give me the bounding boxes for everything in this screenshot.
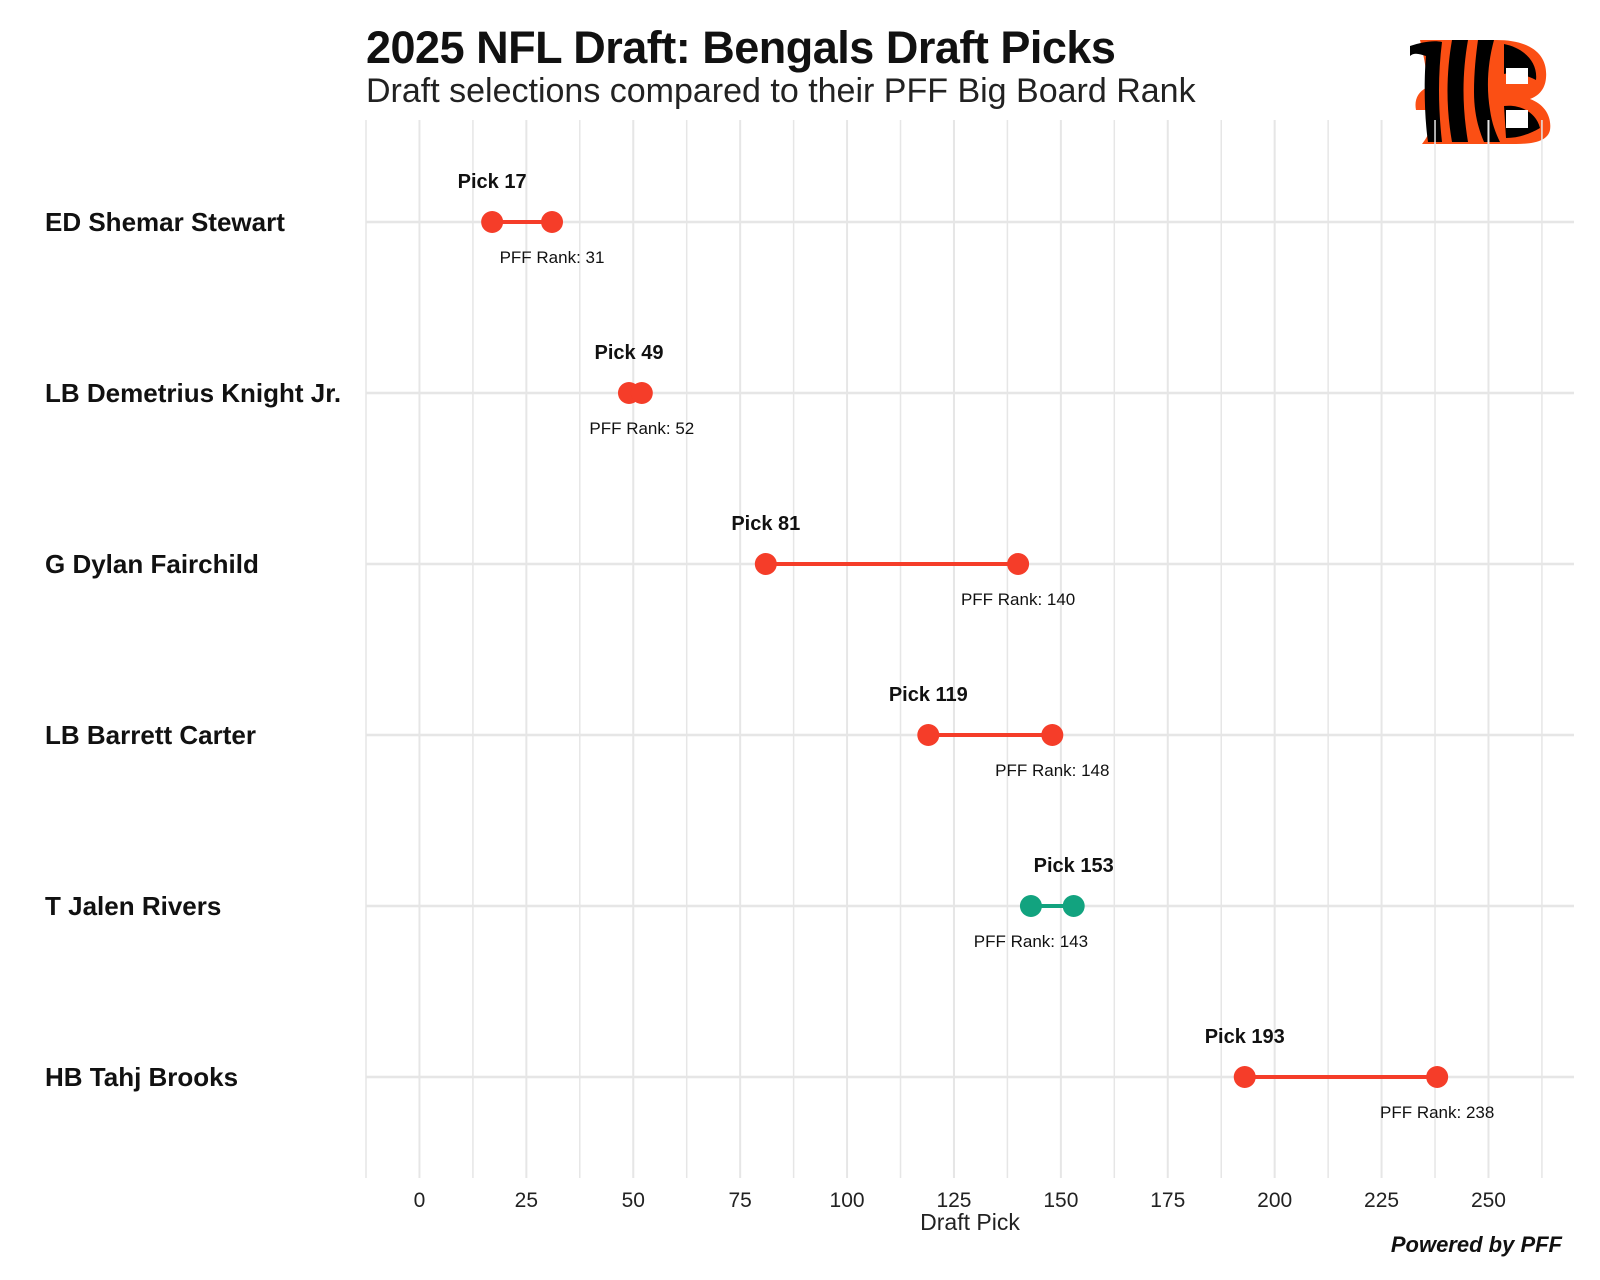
pick-label: Pick 119 [889, 684, 968, 706]
pff-rank-label: PFF Rank: 140 [961, 590, 1075, 609]
pff-rank-point [1019, 895, 1042, 917]
pick-label: Pick 17 [458, 171, 527, 193]
pff-rank-label: PFF Rank: 238 [1380, 1103, 1494, 1122]
player-name-label: G Dylan Fairchild [45, 549, 259, 579]
x-tick-label: 150 [1043, 1189, 1078, 1212]
pick-label: Pick 49 [595, 342, 664, 364]
draft-pick-point [481, 211, 504, 233]
data-labels: ED Shemar Stewart Pick 17 PFF Rank: 31 LB D… [45, 171, 1494, 1122]
x-tick-label: 25 [515, 1189, 538, 1212]
pff-rank-label: PFF Rank: 52 [589, 419, 694, 438]
pff-rank-point [1041, 724, 1064, 746]
player-name-label: LB Demetrius Knight Jr. [45, 378, 341, 408]
player-name-label: T Jalen Rivers [45, 891, 221, 921]
x-tick-label: 200 [1257, 1189, 1292, 1212]
pick-label: Pick 193 [1205, 1026, 1285, 1048]
x-tick-label: 175 [1150, 1189, 1185, 1212]
x-tick-label: 50 [622, 1189, 645, 1212]
x-tick-label: 250 [1471, 1189, 1506, 1212]
x-tick-label: 125 [936, 1189, 971, 1212]
x-axis-label: Draft Pick [920, 1209, 1020, 1235]
bengals-logo-icon [1410, 40, 1551, 144]
pff-rank-point [1426, 1066, 1449, 1088]
pick-label: Pick 153 [1034, 855, 1114, 877]
player-name-label: ED Shemar Stewart [45, 207, 285, 237]
grid-lines [365, 120, 1543, 1178]
powered-by-footer: Powered by PFF [1390, 1232, 1562, 1257]
draft-pick-point [1233, 1066, 1256, 1088]
x-tick-label: 0 [414, 1189, 426, 1212]
pff-rank-point [1007, 553, 1030, 575]
draft-pick-point [754, 553, 777, 575]
pff-rank-point [630, 382, 653, 404]
pff-rank-label: PFF Rank: 143 [974, 932, 1088, 951]
row-lines [366, 220, 1574, 1079]
player-name-label: HB Tahj Brooks [45, 1062, 238, 1092]
x-axis: 0 25 50 75 100 125 150 175 200 225 250 [414, 1189, 1506, 1212]
player-name-label: LB Barrett Carter [45, 720, 256, 750]
pff-rank-point [541, 211, 564, 233]
pff-rank-label: PFF Rank: 148 [995, 761, 1109, 780]
chart-subtitle: Draft selections compared to their PFF B… [366, 72, 1196, 110]
chart-title: 2025 NFL Draft: Bengals Draft Picks [366, 22, 1116, 73]
x-tick-label: 75 [728, 1189, 751, 1212]
draft-pick-point [1062, 895, 1085, 917]
pick-label: Pick 81 [731, 513, 800, 535]
x-tick-label: 100 [830, 1189, 865, 1212]
data-marks [481, 211, 1449, 1088]
pff-rank-label: PFF Rank: 31 [500, 248, 605, 267]
draft-pick-point [917, 724, 940, 746]
x-tick-label: 225 [1364, 1189, 1399, 1212]
